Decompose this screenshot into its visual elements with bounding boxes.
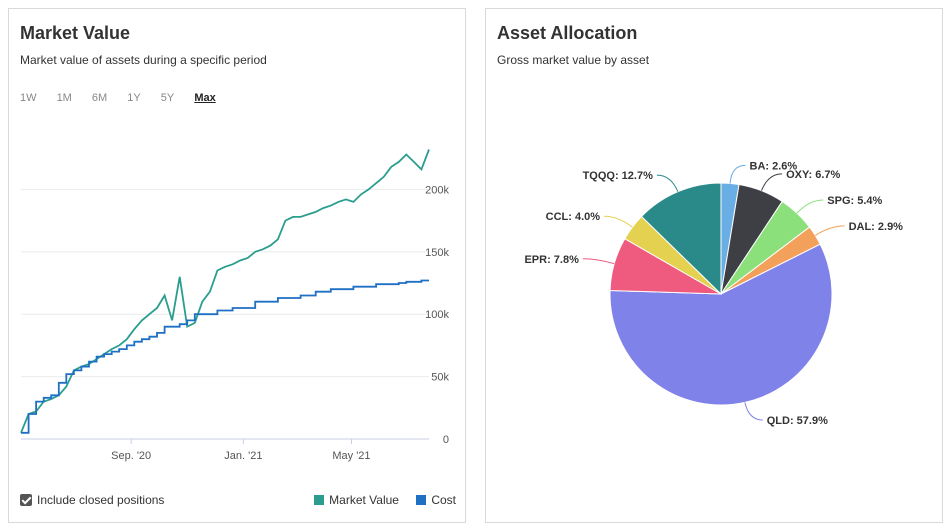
pie-label-ccl: CCL: 4.0%: [546, 211, 601, 223]
pie-label-dal: DAL: 2.9%: [849, 221, 904, 233]
pie-leader-qld: [744, 402, 763, 421]
asset-allocation-subtitle: Gross market value by asset: [497, 53, 650, 67]
legend-market-value-swatch: [314, 495, 325, 505]
range-max[interactable]: Max: [194, 92, 216, 104]
market-value-subtitle: Market value of assets during a specific…: [20, 53, 267, 67]
market-value-line-chart: Sep. '20 Jan. '21 May '21 0 50k 100k 150k 200k: [20, 149, 449, 462]
y-tick-label: 50k: [431, 372, 449, 384]
range-1m[interactable]: 1M: [56, 92, 72, 104]
y-tick-label: 200k: [425, 184, 449, 196]
pie-leader-dal: [815, 225, 845, 236]
x-tick-label: May '21: [332, 450, 370, 462]
pie-label-qld: QLD: 57.9%: [767, 415, 828, 427]
range-6m[interactable]: 6M: [91, 92, 108, 104]
x-tick-label: Sep. '20: [111, 450, 151, 462]
y-tick-label: 0: [443, 434, 449, 446]
x-tick-label: Jan. '21: [224, 450, 262, 462]
pie-leader-oxy: [761, 173, 783, 191]
include-closed-label: Include closed positions: [37, 493, 165, 507]
pie-slice-tqqq[interactable]: [640, 182, 722, 296]
series-line-market-value[interactable]: [20, 149, 430, 434]
y-tick-label: 100k: [425, 309, 449, 321]
legend-market-value[interactable]: Market Value: [314, 493, 399, 507]
asset-allocation-pie-chart: BA: 2.6%OXY: 6.7% SPG: 5.4% DAL: 2.9% QLD: …: [524, 160, 904, 427]
range-1y[interactable]: 1Y: [127, 92, 141, 104]
pie-leader-spg: [796, 199, 824, 214]
checkbox-icon[interactable]: [20, 494, 32, 506]
pie-label-ba: BA: 2.6%: [750, 160, 798, 172]
series-line-cost[interactable]: [21, 279, 429, 434]
range-5y[interactable]: 5Y: [160, 92, 175, 104]
pie-leader-epr: [582, 258, 615, 265]
pie-slice-qld[interactable]: [609, 243, 833, 406]
chart-footer: Include closed positions Market Value Co…: [20, 493, 456, 507]
pie-label-epr: EPR: 7.8%: [524, 254, 579, 266]
range-selector: 1W 1M 6M 1Y 5Y Max: [20, 92, 233, 104]
asset-allocation-title: Asset Allocation: [497, 23, 638, 43]
pie-label-spg: SPG: 5.4%: [827, 195, 882, 207]
include-closed-toggle[interactable]: Include closed positions: [20, 493, 164, 507]
legend-market-value-label: Market Value: [329, 493, 399, 507]
pie-label-oxy: OXY: 6.7%: [786, 169, 840, 181]
market-value-card: Market Value Market value of assets duri…: [8, 8, 466, 523]
legend-cost-swatch: [416, 495, 427, 505]
pie-leader-ba: [729, 164, 746, 184]
legend: Market Value Cost: [300, 493, 456, 507]
legend-cost[interactable]: Cost: [416, 493, 456, 507]
legend-cost-label: Cost: [431, 493, 456, 507]
pie-leader-ccl: [604, 215, 633, 228]
range-1w[interactable]: 1W: [20, 92, 37, 104]
asset-allocation-card: Asset Allocation Gross market value by a…: [485, 8, 943, 523]
pie-leader-tqqq: [656, 174, 679, 192]
pie-label-tqqq: TQQQ: 12.7%: [583, 170, 654, 182]
market-value-title: Market Value: [20, 23, 131, 43]
y-tick-label: 150k: [425, 247, 449, 259]
